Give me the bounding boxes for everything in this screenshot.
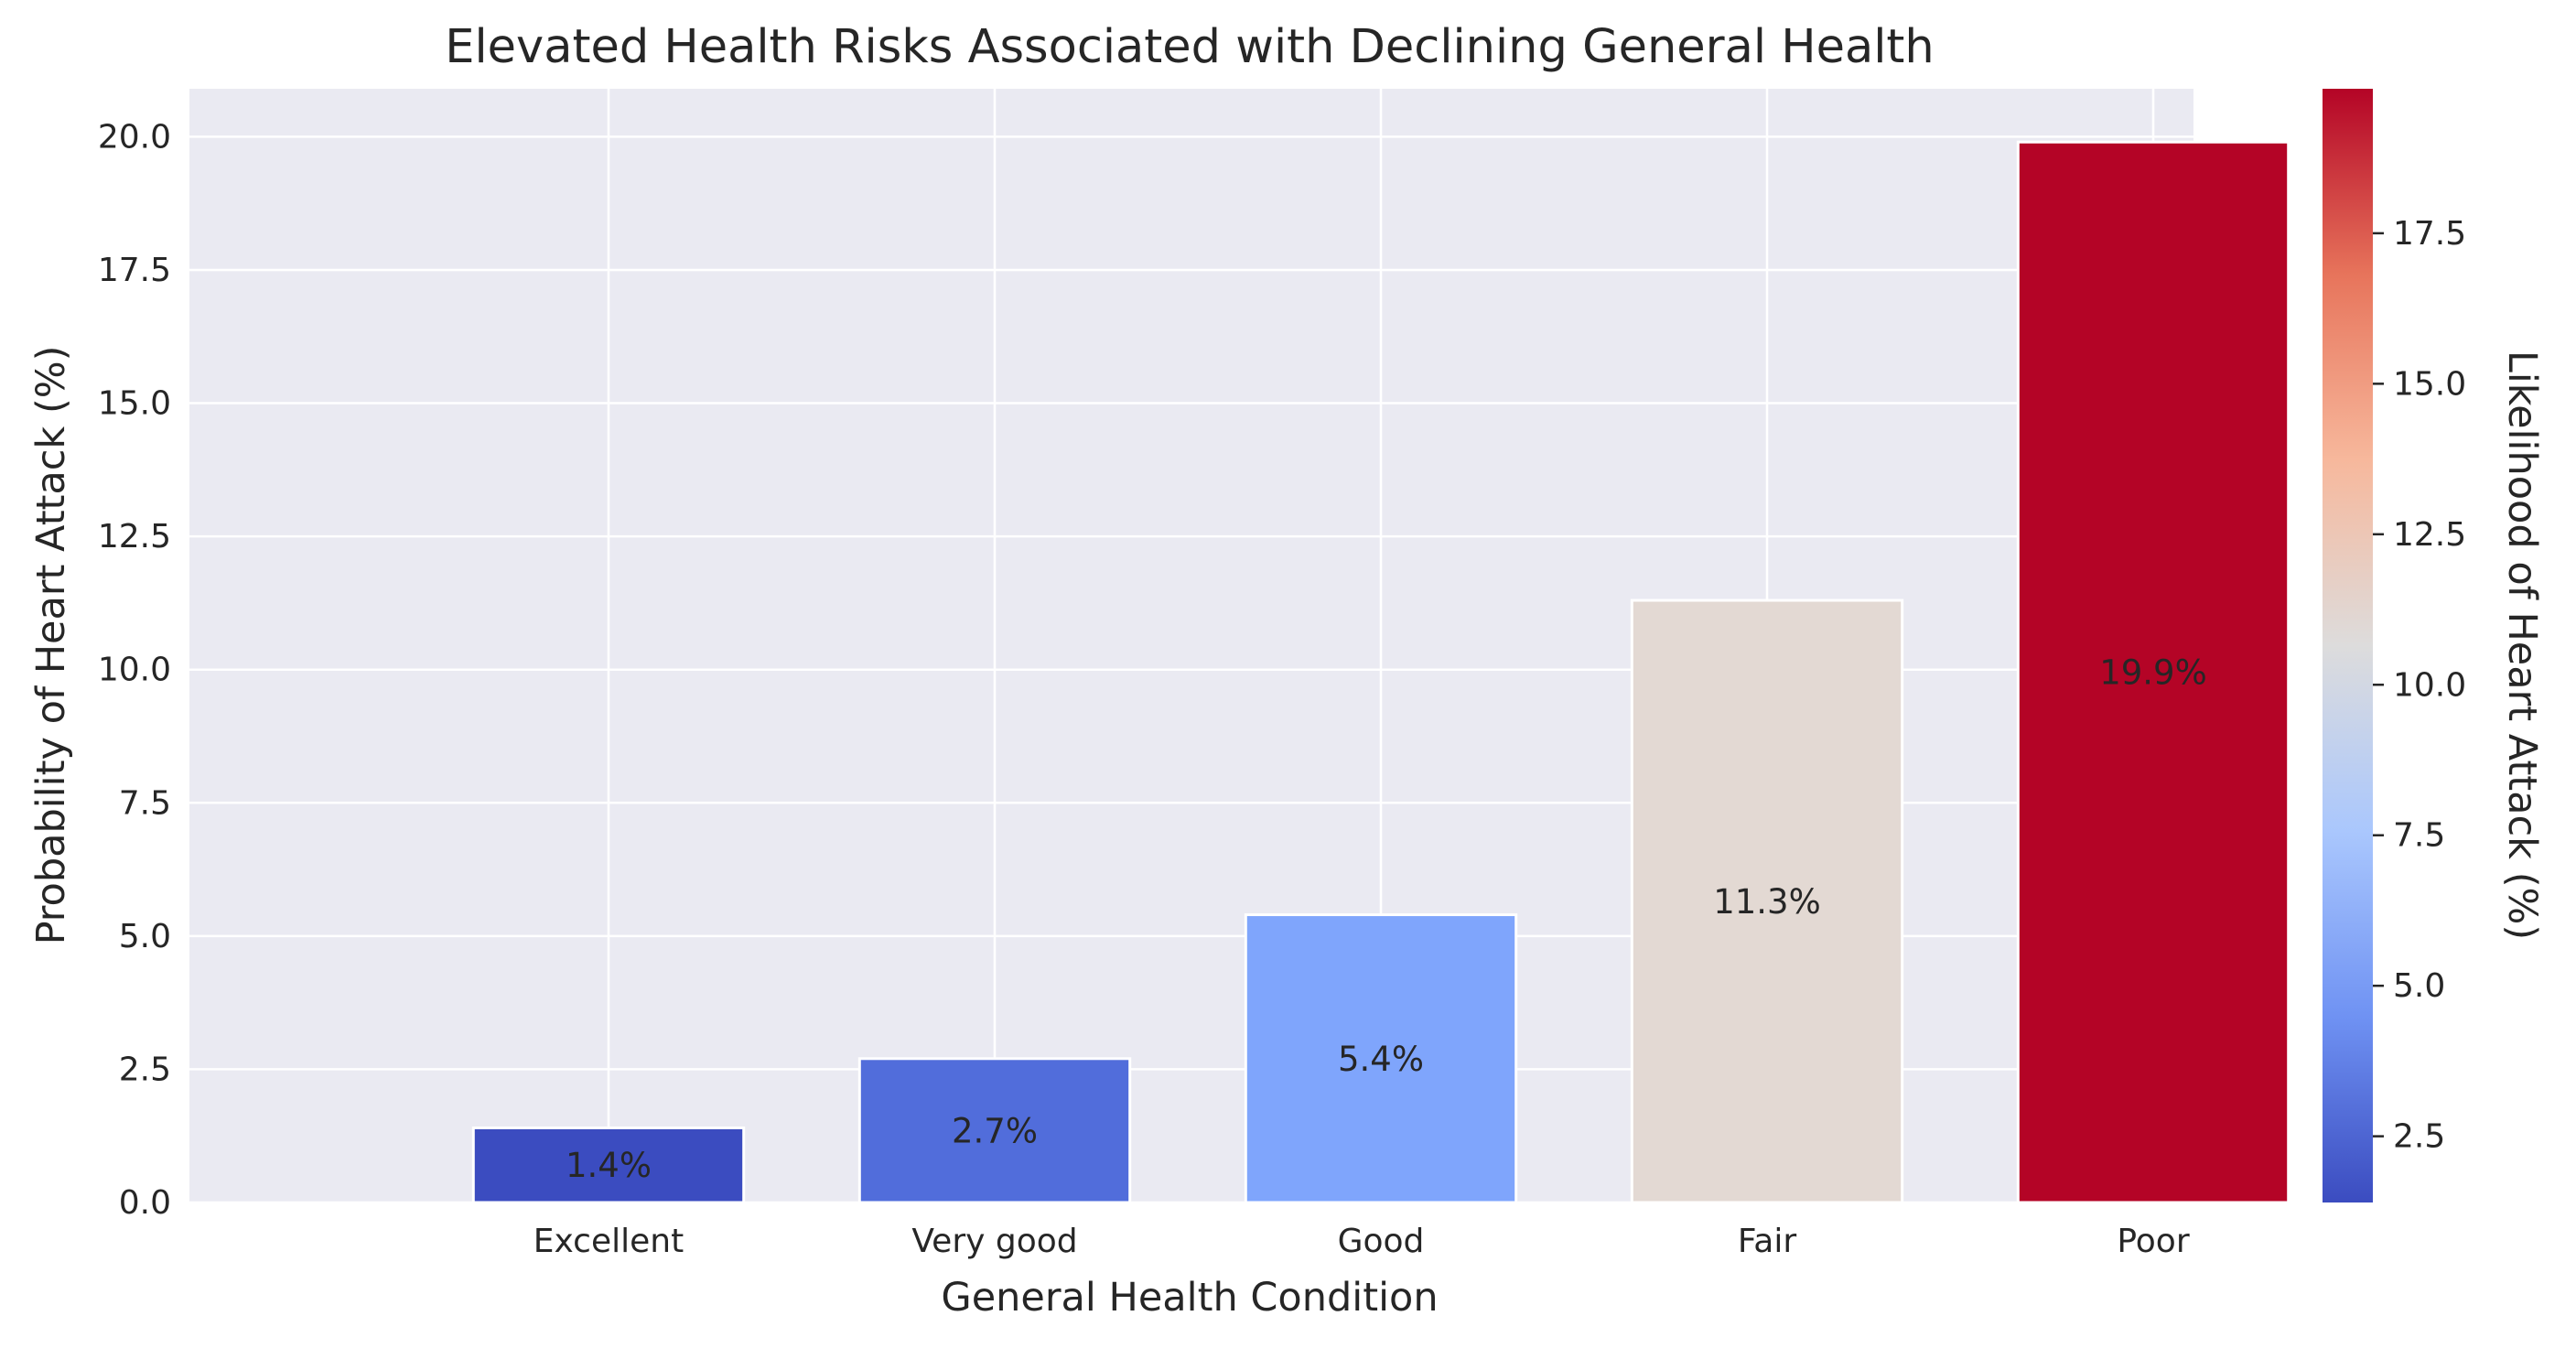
data-label: 19.9% (2099, 653, 2207, 693)
y-tick-label: 20.0 (98, 118, 171, 156)
y-tick-label: 12.5 (98, 518, 171, 555)
colorbar-label: Likelihood of Heart Attack (%) (2499, 350, 2545, 940)
colorbar-tick-label: 12.5 (2393, 516, 2466, 554)
colorbar-tick-label: 15.0 (2393, 365, 2466, 403)
y-tick-label: 15.0 (98, 385, 171, 423)
data-label: 1.4% (566, 1146, 652, 1185)
data-label: 5.4% (1338, 1040, 1424, 1079)
x-axis-label: General Health Condition (941, 1275, 1438, 1321)
y-tick-label: 17.5 (98, 252, 171, 289)
x-tick-label: Good (1338, 1223, 1425, 1260)
colorbar (2323, 89, 2373, 1202)
colorbar-tick-label: 7.5 (2393, 817, 2445, 855)
y-tick-label: 7.5 (119, 784, 171, 822)
bar-poor (2016, 140, 2290, 1204)
colorbar-tick-label: 10.0 (2393, 666, 2466, 704)
y-tick-labels: 0.0 2.5 5.0 7.5 10.0 12.5 15.0 17.5 20.0 (98, 118, 171, 1222)
bar-good (1244, 913, 1518, 1204)
bar-very-good (857, 1057, 1132, 1204)
bar-fair (1630, 599, 1904, 1204)
y-axis-label: Probability of Heart Attack (%) (28, 346, 74, 945)
x-tick-label: Very good (911, 1223, 1077, 1260)
bar-excellent (471, 1126, 746, 1204)
data-label: 11.3% (1713, 882, 1821, 922)
data-labels: 1.4% 2.7% 5.4% 11.3% 19.9% (566, 653, 2207, 1186)
colorbar-tick-label: 2.5 (2393, 1118, 2445, 1156)
grid-lines (189, 89, 2193, 1204)
x-tick-label: Poor (2117, 1223, 2189, 1260)
chart-title: Elevated Health Risks Associated with De… (445, 20, 1935, 74)
colorbar-tick-label: 17.5 (2393, 215, 2466, 253)
y-tick-label: 5.0 (119, 918, 171, 955)
y-tick-label: 0.0 (119, 1184, 171, 1222)
y-tick-label: 10.0 (98, 652, 171, 689)
y-tick-label: 2.5 (119, 1051, 171, 1088)
x-tick-label: Excellent (534, 1223, 684, 1260)
x-tick-labels: Excellent Very good Good Fair Poor (534, 1223, 2190, 1260)
data-label: 2.7% (952, 1111, 1038, 1150)
x-tick-label: Fair (1738, 1223, 1796, 1260)
bars (471, 140, 2290, 1204)
colorbar-tick-label: 5.0 (2393, 967, 2445, 1005)
colorbar-ticks: 2.5 5.0 7.5 10.0 12.5 15.0 17.5 (2373, 215, 2466, 1156)
